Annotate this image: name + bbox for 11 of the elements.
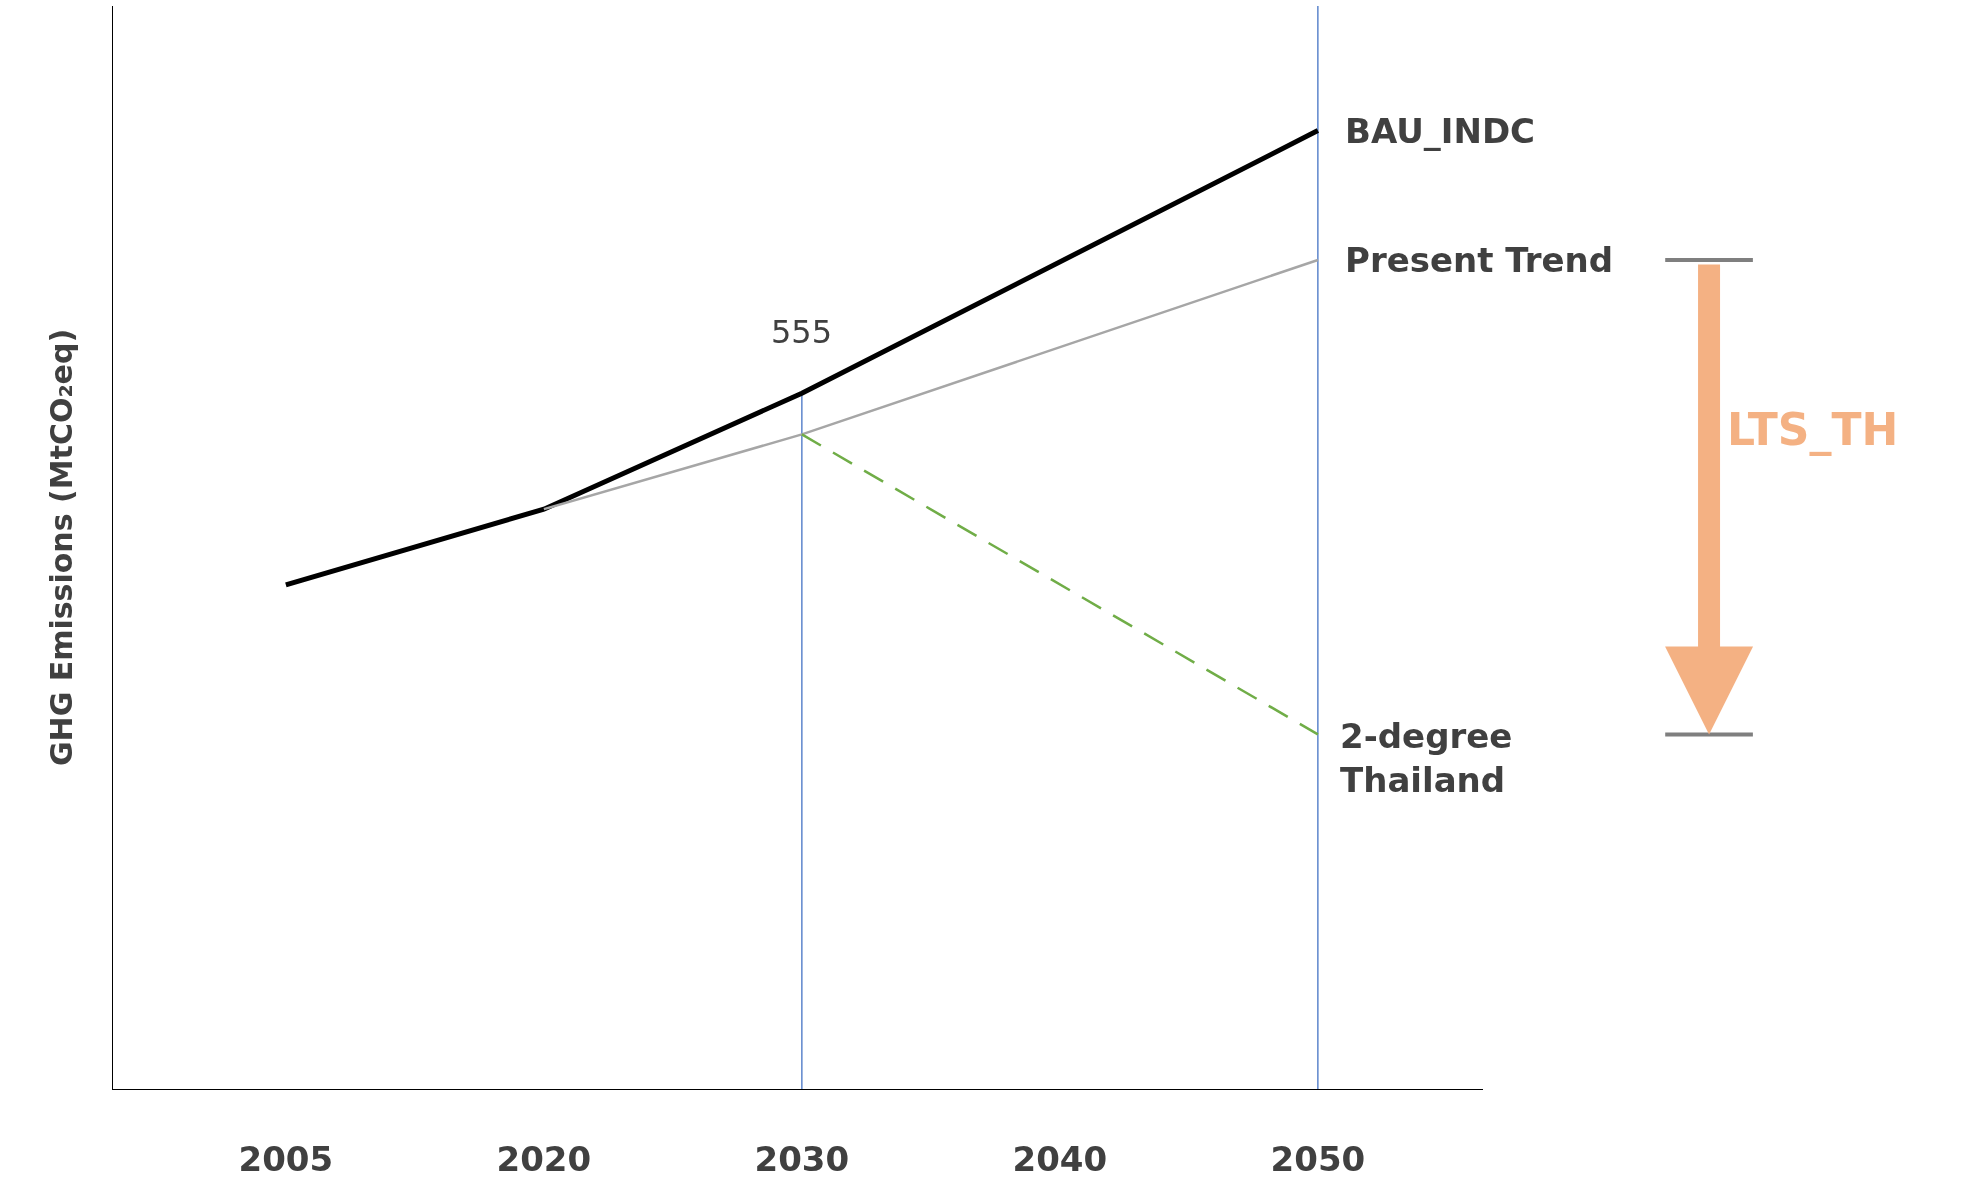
series-label: Present Trend <box>1345 240 1614 280</box>
annotation: 555 <box>771 313 833 351</box>
text: LTS_TH <box>1727 404 1899 456</box>
x-tick-label: 2050 <box>1270 1138 1366 1179</box>
x-tick-label: 2030 <box>754 1138 850 1179</box>
y-axis-title: GHG Emissions (MtCO₂eq) <box>44 328 79 767</box>
x-tick-label: 2020 <box>496 1138 592 1179</box>
x-tick-label: 2005 <box>238 1138 334 1179</box>
series-label: BAU_INDC <box>1345 111 1536 151</box>
series-label: 2-degree Thailand <box>1340 716 1513 801</box>
x-tick-label: 2040 <box>1012 1138 1108 1179</box>
